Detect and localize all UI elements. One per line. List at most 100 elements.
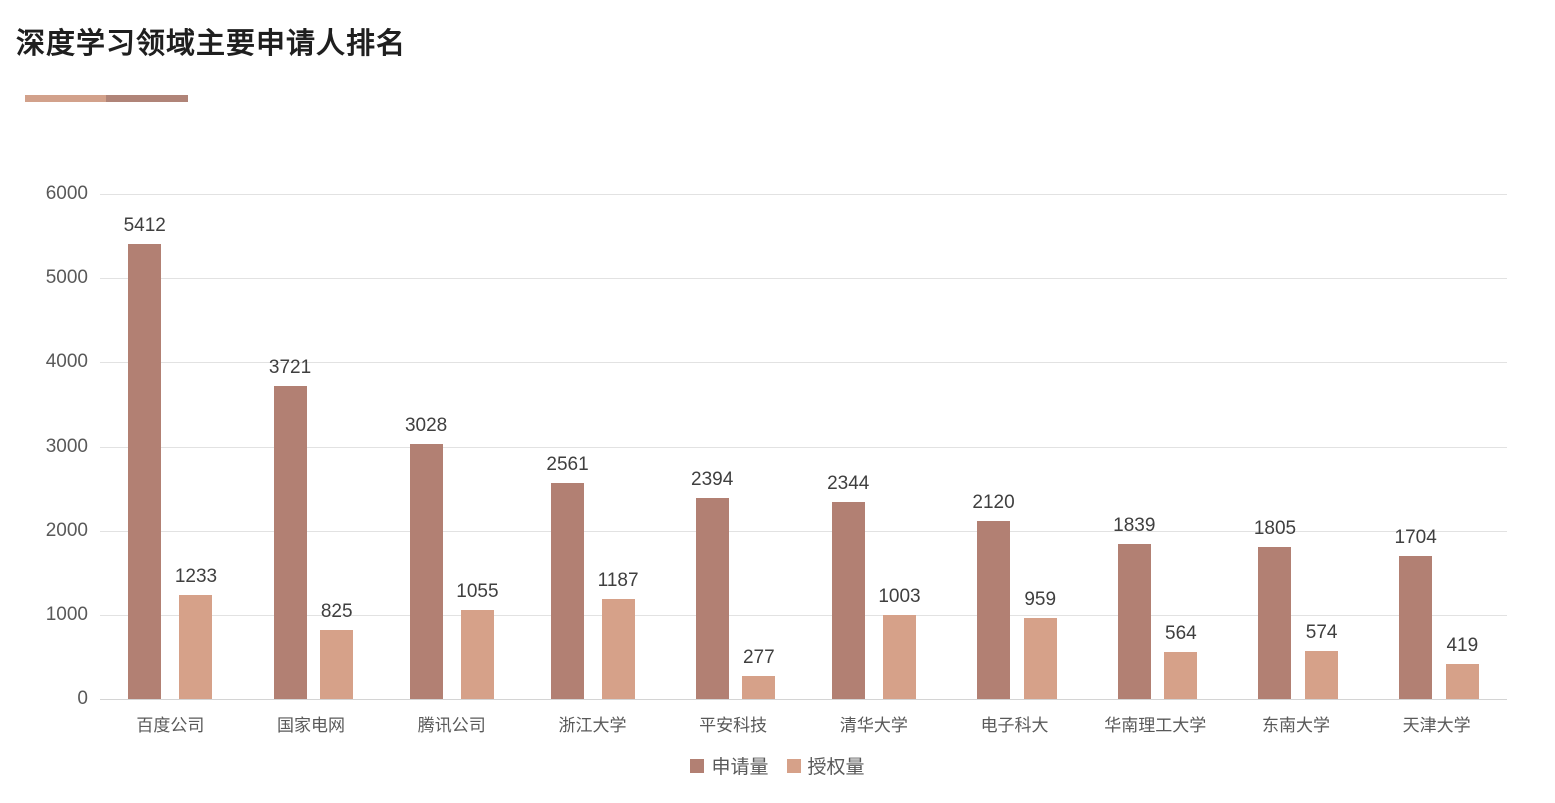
- x-axis-category-label: 国家电网: [277, 716, 346, 735]
- bar-申请量: [551, 483, 585, 699]
- bar-授权量: [1164, 651, 1198, 699]
- y-axis-labels: 0 1000 2000 3000 4000 5000 6000: [0, 183, 88, 709]
- bar-value-label: 1003: [878, 585, 921, 607]
- bar-申请量: [1399, 555, 1433, 699]
- legend-swatch-grants: [786, 758, 801, 773]
- bar-申请量: [128, 243, 162, 699]
- bar-unit: 1187: [598, 194, 639, 699]
- bar-group: 2120 959: [944, 194, 1085, 699]
- bar-unit: 3721: [269, 194, 311, 699]
- gridline: [100, 362, 1507, 364]
- bar-申请量: [409, 444, 443, 699]
- bar-value-label: 1187: [597, 570, 639, 592]
- bar-value-label: 1055: [456, 581, 499, 603]
- bar-unit: 564: [1164, 194, 1198, 699]
- bar-申请量: [273, 385, 307, 699]
- bar-unit: 2394: [691, 194, 733, 699]
- bar-unit: 2344: [827, 194, 869, 699]
- bar-unit: 959: [1023, 194, 1057, 699]
- x-axis-labels: 百度公司 国家电网 腾讯公司 浙江大学 平安科技 清华大学 电子科大 华南理工大学 东南大学 天津…: [100, 711, 1507, 736]
- accent-segment-dark: [106, 95, 188, 102]
- bar-unit: 3028: [405, 194, 447, 699]
- legend: 申请量 授权量: [0, 752, 1555, 779]
- bar-申请量: [1117, 544, 1151, 699]
- x-axis-category-label: 清华大学: [839, 716, 908, 735]
- bar-value-label: 1704: [1394, 526, 1437, 548]
- legend-item-grants[interactable]: 授权量: [786, 752, 865, 779]
- bar-授权量: [460, 610, 494, 699]
- bar-value-label: 2561: [546, 454, 589, 476]
- bar-value-label: 574: [1305, 621, 1338, 643]
- gridline: [100, 446, 1507, 448]
- bar-申请量: [977, 520, 1011, 699]
- bar-unit: 2561: [546, 194, 589, 699]
- bar-授权量: [883, 614, 916, 699]
- gridline: [100, 530, 1507, 532]
- bar-unit: 1055: [456, 194, 499, 699]
- bar-value-label: 1805: [1253, 518, 1297, 540]
- x-axis-category-label: 腾讯公司: [417, 716, 486, 735]
- gridline: [100, 614, 1507, 616]
- bar-group: 2561 1187: [522, 194, 663, 699]
- chart-title: 深度学习领域主要申请人排名: [16, 28, 407, 60]
- bar-申请量: [1258, 547, 1292, 699]
- legend-swatch-applications: [690, 758, 705, 773]
- y-tick-label: 1000: [45, 603, 88, 625]
- title-accent-bar: [25, 95, 188, 102]
- x-axis-category-label: 平安科技: [699, 716, 768, 735]
- bar-unit: 277: [742, 194, 776, 699]
- bar-value-label: 959: [1024, 589, 1057, 611]
- bar-value-label: 3721: [268, 356, 312, 378]
- bar-group: 3721 825: [241, 194, 382, 699]
- bar-group: 3028 1055: [381, 194, 522, 699]
- y-tick-label: 2000: [45, 519, 88, 541]
- bar-申请量: [831, 501, 865, 699]
- gridline: [100, 194, 1507, 195]
- plot-area: 5412 1233 3721 825 3028 1055 2561 1187 2394 277 23…: [100, 194, 1507, 700]
- bar-unit: 1003: [878, 194, 921, 699]
- bar-unit: 1805: [1254, 194, 1296, 699]
- bar-value-label: 3028: [404, 415, 448, 437]
- legend-label-applications: 申请量: [711, 757, 769, 778]
- bar-unit: 419: [1445, 194, 1479, 699]
- bar-value-label: 1233: [174, 566, 218, 588]
- x-axis-category-label: 电子科大: [980, 716, 1049, 735]
- bar-授权量: [742, 675, 776, 699]
- bar-group: 2394 277: [663, 194, 804, 699]
- legend-item-applications[interactable]: 申请量: [690, 752, 769, 779]
- bar-申请量: [695, 497, 729, 699]
- x-axis-category-label: 天津大学: [1402, 716, 1471, 735]
- bar-value-label: 2120: [972, 491, 1015, 513]
- bar-value-label: 2344: [827, 472, 870, 494]
- bar-value-label: 825: [320, 600, 353, 622]
- bar-value-label: 5412: [123, 214, 166, 236]
- bar-授权量: [320, 629, 354, 699]
- bar-授权量: [1445, 663, 1479, 699]
- x-axis-category-label: 东南大学: [1261, 716, 1330, 735]
- x-axis-category-label: 百度公司: [136, 716, 205, 735]
- bar-授权量: [179, 595, 213, 699]
- bar-group: 2344 1003: [804, 194, 945, 699]
- gridline: [100, 278, 1507, 280]
- y-tick-label: 0: [77, 688, 88, 709]
- legend-label-grants: 授权量: [807, 757, 865, 778]
- y-tick-label: 6000: [45, 183, 88, 204]
- bar-groups: 5412 1233 3721 825 3028 1055 2561 1187 2394 277 23…: [100, 194, 1507, 699]
- bar-group: 1839 564: [1085, 194, 1226, 699]
- x-axis-category-label: 浙江大学: [558, 716, 627, 735]
- x-axis-category-label: 华南理工大学: [1104, 716, 1207, 735]
- bar-value-label: 277: [742, 646, 775, 668]
- y-tick-label: 5000: [45, 267, 88, 289]
- y-tick-label: 3000: [45, 435, 88, 457]
- bar-unit: 1233: [175, 194, 217, 699]
- y-tick-label: 4000: [45, 351, 88, 373]
- bar-unit: 574: [1305, 194, 1339, 699]
- bar-unit: 825: [320, 194, 354, 699]
- bar-value-label: 1839: [1113, 515, 1156, 537]
- accent-segment-light: [25, 95, 106, 102]
- bar-unit: 2120: [972, 194, 1015, 699]
- bar-value-label: 2394: [691, 468, 734, 490]
- bar-unit: 1839: [1113, 194, 1155, 699]
- bar-授权量: [1305, 650, 1339, 699]
